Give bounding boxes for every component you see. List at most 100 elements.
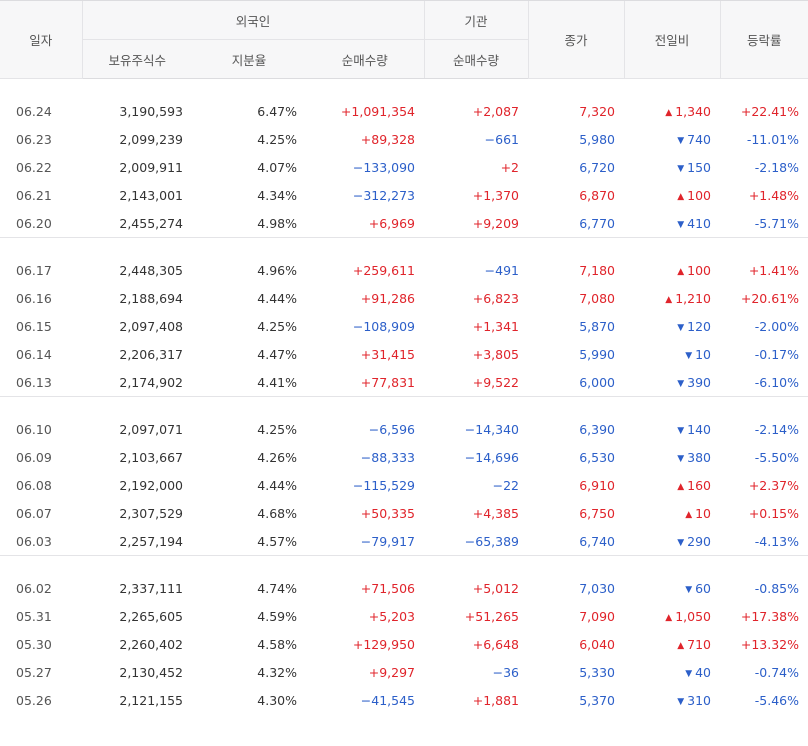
cell-holdings: 2,337,111 — [119, 580, 183, 596]
cell-holdings: 2,260,402 — [119, 636, 183, 652]
triangle-down-icon: ▼ — [677, 453, 685, 464]
cell-holdings: 2,206,317 — [119, 346, 183, 362]
cell-ratio: 4.25% — [257, 318, 297, 334]
cell-inst-net: −14,696 — [464, 449, 520, 465]
cell-date: 06.24 — [16, 103, 52, 119]
cell-foreign-net: −88,333 — [360, 449, 416, 465]
cell-close: 6,740 — [579, 533, 616, 549]
cell-rate: -0.17% — [754, 346, 800, 362]
cell-date: 05.27 — [16, 664, 52, 680]
cell-close: 7,180 — [579, 262, 616, 278]
cell-ratio: 4.96% — [257, 262, 297, 278]
cell-ratio: 4.30% — [257, 692, 297, 708]
cell-close: 7,320 — [579, 103, 616, 119]
cell-date: 05.31 — [16, 608, 52, 624]
cell-date: 06.03 — [16, 533, 52, 549]
cell-holdings: 2,174,902 — [119, 374, 183, 390]
header-holdings: 보유주식수 — [81, 39, 192, 79]
cell-ratio: 4.47% — [257, 346, 297, 362]
cell-holdings: 2,448,305 — [119, 262, 183, 278]
table-row: 06.15 2,097,408 4.25% −108,909 +1,341 5,870 ▼ 1… — [0, 312, 808, 340]
header-foreign-net: 순매수량 — [306, 39, 425, 79]
triangle-up-icon: ▲ — [665, 294, 673, 305]
cell-close: 5,330 — [579, 664, 616, 680]
cell-ratio: 4.98% — [257, 215, 297, 231]
header-change: 전일비 — [623, 0, 721, 79]
cell-ratio: 4.44% — [257, 290, 297, 306]
cell-ratio: 4.26% — [257, 449, 297, 465]
cell-rate: -0.85% — [754, 580, 800, 596]
cell-foreign-net: +91,286 — [360, 290, 416, 306]
triangle-up-icon: ▲ — [665, 107, 673, 118]
cell-holdings: 2,143,001 — [119, 187, 183, 203]
cell-inst-net: +3,805 — [472, 346, 520, 362]
cell-close: 6,390 — [579, 421, 616, 437]
table-row: 06.09 2,103,667 4.26% −88,333 −14,696 6,530 ▼ 3… — [0, 443, 808, 471]
cell-rate: +13.32% — [740, 636, 800, 652]
cell-foreign-net: +50,335 — [360, 505, 416, 521]
cell-close: 5,870 — [579, 318, 616, 334]
cell-change: ▲ 160 — [624, 471, 720, 499]
cell-foreign-net: −133,090 — [352, 159, 416, 175]
cell-holdings: 2,257,194 — [119, 533, 183, 549]
header-ratio: 지분율 — [192, 39, 306, 79]
header-institution: 기관 — [423, 0, 529, 40]
cell-holdings: 2,307,529 — [119, 505, 183, 521]
cell-close: 6,750 — [579, 505, 616, 521]
cell-change-value: 100 — [687, 262, 712, 278]
cell-change: ▲ 1,340 — [624, 97, 720, 125]
cell-rate: -11.01% — [746, 131, 800, 147]
cell-inst-net: −491 — [484, 262, 520, 278]
cell-inst-net: +6,648 — [472, 636, 520, 652]
cell-inst-net: +6,823 — [472, 290, 520, 306]
cell-date: 05.30 — [16, 636, 52, 652]
cell-ratio: 4.34% — [257, 187, 297, 203]
cell-holdings: 2,009,911 — [119, 159, 183, 175]
cell-change-value: 10 — [695, 505, 712, 521]
cell-holdings: 2,130,452 — [119, 664, 183, 680]
cell-change-value: 740 — [687, 131, 712, 147]
cell-change-value: 140 — [687, 421, 712, 437]
cell-change-value: 710 — [687, 636, 712, 652]
investor-trend-table: 일자 외국인 기관 종가 전일비 등락률 보유주식수 지분율 순매수량 순매수량… — [0, 0, 808, 714]
cell-close: 7,090 — [579, 608, 616, 624]
triangle-up-icon: ▲ — [677, 640, 685, 651]
cell-date: 06.09 — [16, 449, 52, 465]
cell-rate: -2.18% — [754, 159, 800, 175]
triangle-down-icon: ▼ — [685, 350, 693, 361]
triangle-down-icon: ▼ — [677, 696, 685, 707]
cell-inst-net: +1,341 — [472, 318, 520, 334]
cell-change-value: 150 — [687, 159, 712, 175]
table-row: 06.02 2,337,111 4.74% +71,506 +5,012 7,030 ▼ 60… — [0, 574, 808, 602]
triangle-down-icon: ▼ — [677, 135, 685, 146]
cell-foreign-net: +77,831 — [360, 374, 416, 390]
cell-change: ▲ 10 — [624, 499, 720, 527]
cell-rate: -5.50% — [754, 449, 800, 465]
cell-close: 7,080 — [579, 290, 616, 306]
triangle-up-icon: ▲ — [677, 266, 685, 277]
table-row: 06.21 2,143,001 4.34% −312,273 +1,370 6,870 ▲ 1… — [0, 181, 808, 209]
table-row: 05.26 2,121,155 4.30% −41,545 +1,881 5,370 ▼ 31… — [0, 686, 808, 714]
cell-holdings: 2,099,239 — [119, 131, 183, 147]
cell-change: ▼ 390 — [624, 368, 720, 397]
cell-close: 6,910 — [579, 477, 616, 493]
cell-change: ▲ 1,210 — [624, 284, 720, 312]
cell-foreign-net: +259,611 — [352, 262, 416, 278]
cell-change: ▼ 380 — [624, 443, 720, 471]
cell-rate: -4.13% — [754, 533, 800, 549]
cell-rate: +22.41% — [740, 103, 800, 119]
cell-date: 06.15 — [16, 318, 52, 334]
cell-inst-net: +5,012 — [472, 580, 520, 596]
cell-ratio: 4.25% — [257, 421, 297, 437]
cell-holdings: 2,188,694 — [119, 290, 183, 306]
cell-change: ▲ 100 — [624, 256, 720, 284]
cell-date: 06.17 — [16, 262, 52, 278]
cell-holdings: 3,190,593 — [119, 103, 183, 119]
group-spacer — [0, 396, 808, 415]
cell-ratio: 4.57% — [257, 533, 297, 549]
cell-close: 5,370 — [579, 692, 616, 708]
cell-foreign-net: +6,969 — [368, 215, 416, 231]
cell-close: 5,980 — [579, 131, 616, 147]
cell-ratio: 4.58% — [257, 636, 297, 652]
triangle-down-icon: ▼ — [677, 322, 685, 333]
